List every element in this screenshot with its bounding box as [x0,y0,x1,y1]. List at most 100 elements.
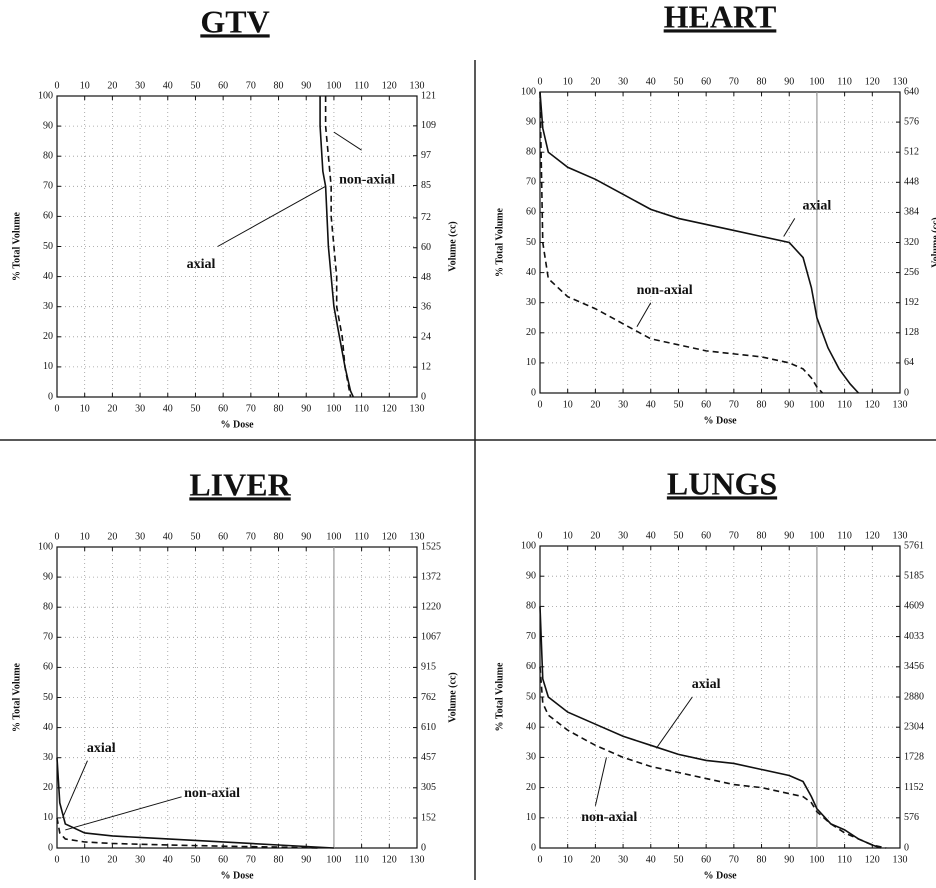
x-tick-label-top: 70 [246,531,256,542]
x-tick-label: 120 [382,403,397,414]
y-tick-label: 20 [43,782,53,793]
y2-tick-label: 256 [904,267,919,278]
x-tick-label: 110 [354,403,369,414]
y2-tick-label: 0 [904,842,909,853]
x-tick-label-top: 70 [729,530,739,541]
x-tick-label-top: 50 [673,76,683,87]
y2-tick-label: 192 [904,297,919,308]
y-tick-label: 80 [43,601,53,612]
y-tick-label: 0 [48,842,53,853]
y-tick-label: 80 [526,146,536,157]
y-axis-label: % Total Volume [11,211,22,280]
y2-tick-label: 305 [421,782,436,793]
x-tick-label-top: 0 [538,76,543,87]
x-tick-label-top: 110 [354,531,369,542]
x-tick-label-top: 100 [326,80,341,91]
x-tick-label-top: 40 [646,530,656,541]
x-tick-label: 20 [107,403,117,414]
y-tick-label: 60 [43,211,53,222]
x-tick-label-top: 100 [809,76,824,87]
x-tick-label: 10 [563,854,573,865]
x-tick-label: 80 [274,403,284,414]
x-tick-label-top: 10 [80,80,90,91]
annotation: non-axial [184,786,240,801]
y-tick-label: 50 [43,241,53,252]
x-tick-label-top: 110 [354,80,369,91]
y-tick-label: 90 [43,120,53,131]
y-tick-label: 100 [521,540,536,551]
annotation: non-axial [339,172,395,187]
x-tick-label-top: 120 [382,80,397,91]
x-tick-label: 20 [590,399,600,410]
annotation-arrow [65,796,182,831]
y-tick-label: 50 [43,692,53,703]
y2-tick-label: 512 [904,146,919,157]
chart-title: HEART [664,0,777,34]
y-tick-label: 60 [526,661,536,672]
x-tick-label-top: 0 [538,530,543,541]
x-tick-label-top: 120 [382,531,397,542]
x-tick-label-top: 40 [163,80,173,91]
annotation: axial [692,677,721,692]
x-tick-label: 80 [757,399,767,410]
x-tick-label: 110 [837,854,852,865]
series-line [539,666,887,849]
y2-tick-label: 4033 [904,631,924,642]
y-tick-label: 20 [43,331,53,342]
annotation-arrow [655,696,693,749]
y2-tick-label: 640 [904,86,919,97]
x-tick-label-top: 80 [757,530,767,541]
x-tick-label: 130 [893,854,908,865]
y-tick-label: 30 [526,297,536,308]
x-tick-label: 0 [55,403,60,414]
x-tick-label: 30 [135,854,145,865]
x-tick-label: 70 [729,399,739,410]
y2-tick-label: 4609 [904,601,924,612]
y-tick-label: 50 [526,691,536,702]
x-tick-label-top: 30 [618,530,628,541]
y2-tick-label: 448 [904,177,919,188]
y2-tick-label: 12 [421,361,431,372]
x-tick-label-top: 90 [784,530,794,541]
y2-tick-label: 0 [421,391,426,402]
annotation-arrow [783,218,796,237]
y-tick-label: 40 [43,722,53,733]
x-tick-label: 100 [326,403,341,414]
x-tick-label: 20 [590,854,600,865]
x-tick-label-top: 20 [590,76,600,87]
x-tick-label-top: 70 [246,80,256,91]
y-tick-label: 80 [526,601,536,612]
y-tick-label: 80 [43,150,53,161]
y2-tick-label: 60 [421,242,431,253]
y2-tick-label: 97 [421,150,431,161]
y2-tick-label: 576 [904,812,919,823]
y-tick-label: 100 [38,90,53,101]
x-tick-label-top: 50 [190,80,200,91]
y2-tick-label: 72 [421,212,431,223]
y-axis-label: % Total Volume [494,662,505,731]
y2-tick-label: 576 [904,116,919,127]
y-tick-label: 40 [526,721,536,732]
y2-tick-label: 320 [904,237,919,248]
y2-tick-label: 109 [421,120,436,131]
y-tick-label: 70 [526,631,536,642]
y-tick-label: 10 [526,812,536,823]
y2-tick-label: 128 [904,327,919,338]
x-tick-label-top: 60 [701,76,711,87]
plot-frame [56,546,418,849]
x-tick-label-top: 80 [757,76,767,87]
x-tick-label: 50 [190,854,200,865]
y2-tick-label: 915 [421,662,436,673]
x-tick-label: 10 [80,854,90,865]
y2-tick-label: 610 [421,722,436,733]
x-tick-label: 30 [618,854,628,865]
x-tick-label: 60 [218,854,228,865]
x-tick-label-top: 120 [865,530,880,541]
y2-tick-label: 457 [421,752,436,763]
x-tick-label: 90 [301,403,311,414]
y2-tick-label: 0 [421,842,426,853]
annotation-arrow [636,302,652,328]
y-tick-label: 90 [526,116,536,127]
annotation: non-axial [637,283,693,298]
